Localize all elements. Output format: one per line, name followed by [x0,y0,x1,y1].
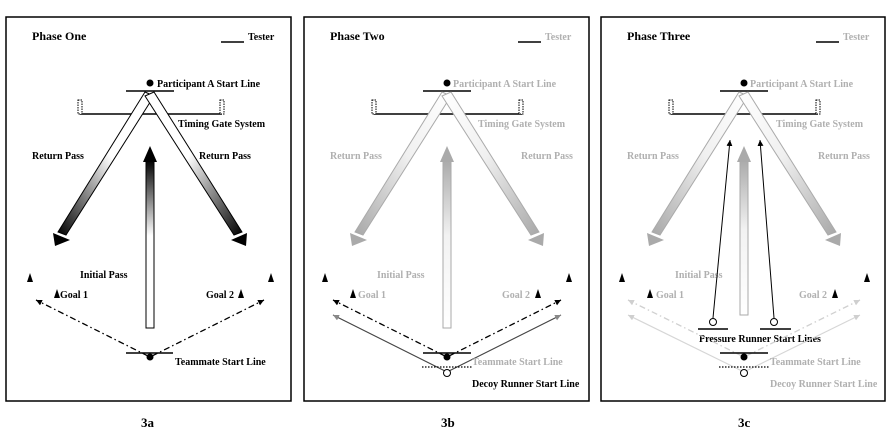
return-pass-arrow-right [738,91,837,236]
shot-line-goal-1 [35,299,149,357]
goal-2-cone [535,289,541,298]
shot-line-goal-1 [332,299,446,357]
return-pass-label-right: Return Pass [199,151,251,162]
decoy-start-label: Decoy Runner Start Line [472,379,580,390]
participant-a-marker [146,79,154,87]
pressure-runner-right-marker [770,318,778,326]
participant-a-marker [740,79,748,87]
initial-pass-label: Initial Pass [377,270,425,281]
goal-1-cone [350,289,356,298]
initial-pass-label: Initial Pass [675,270,723,281]
initial-pass-arrow [442,159,452,329]
return-pass-arrowhead-left [53,233,70,246]
start-line-label: Participant A Start Line [157,79,261,90]
decoy-start-label: Decoy Runner Start Line [770,379,878,390]
decoy-run-line-right [448,314,562,372]
teammate-marker [740,353,748,361]
teammate-start-label: Teammate Start Line [472,357,563,368]
return-pass-label-right: Return Pass [818,151,870,162]
panel-frame [5,16,292,402]
participant-a-marker [443,79,451,87]
shot-line-goal-2 [151,299,265,357]
return-pass-arrow-right [441,91,540,236]
return-pass-arrow-right [144,91,243,236]
tester-label: Tester [248,32,275,43]
return-pass-arrowhead-right [231,233,247,246]
timing-gate-post-left [77,99,83,115]
teammate-marker [443,353,451,361]
goal-2-label: Goal 2 [799,290,827,301]
return-pass-arrowhead-left [350,233,367,246]
timing-gate-post-right [518,99,524,115]
decoy-run-line-left [627,314,743,372]
cone-outer-left [322,273,328,282]
initial-pass-arrowhead [737,146,751,162]
goal-1-cone [647,289,653,298]
return-pass-arrowhead-right [528,233,544,246]
timing-gate-post-left [668,99,674,115]
return-pass-arrowhead-left [647,233,664,246]
teammate-marker [146,353,154,361]
goal-1-label: Goal 1 [656,290,684,301]
cone-outer-right [864,273,870,282]
tester-label: Tester [843,32,870,43]
return-pass-label-left: Return Pass [330,151,382,162]
panel-phase-two: Phase Two Tester Participant A Start Lin… [303,16,590,402]
timing-gate-label: Timing Gate System [178,119,266,130]
pressure-run-line-right [757,139,775,319]
return-pass-label-right: Return Pass [521,151,573,162]
return-pass-arrowhead-right [825,233,841,246]
panel-title: Phase Two [330,29,385,43]
initial-pass-arrow [739,159,749,316]
timing-gate-label: Timing Gate System [776,119,864,130]
return-pass-label-left: Return Pass [627,151,679,162]
decoy-runner-marker [443,369,451,377]
return-pass-label-left: Return Pass [32,151,84,162]
pressure-run-line-left [712,139,733,319]
shot-line-goal-2 [745,299,861,357]
cone-outer-left [27,273,33,282]
timing-gate-label: Timing Gate System [478,119,566,130]
cone-outer-left [619,273,625,282]
timing-gate-post-right [219,99,225,115]
cone-outer-right [566,273,572,282]
start-line-label: Participant A Start Line [453,79,557,90]
timing-gate-post-right [815,99,821,115]
caption-3c: 3c [738,415,751,430]
pressure-runner-left-marker [709,318,717,326]
teammate-start-label: Teammate Start Line [175,357,266,368]
decoy-run-line-left [332,314,446,372]
tester-label: Tester [545,32,572,43]
caption-3b: 3b [441,415,455,430]
shot-line-goal-2 [448,299,562,357]
goal-1-label: Goal 1 [60,290,88,301]
initial-pass-arrowhead [143,146,157,162]
caption-3a: 3a [141,415,155,430]
goal-2-label: Goal 2 [206,290,234,301]
initial-pass-arrow [145,159,155,329]
timing-gate-post-left [371,99,377,115]
panel-frame [600,16,886,402]
decoy-run-line-right [745,314,861,372]
cone-outer-right [268,273,274,282]
goal-2-label: Goal 2 [502,290,530,301]
goal-2-cone [238,289,244,298]
pressure-start-label: Pressure Runner Start Lines [699,334,821,345]
panel-phase-one: Phase One Tester Participant A Start Lin… [5,16,292,402]
start-line-label: Participant A Start Line [750,79,854,90]
panel-title: Phase Three [627,29,691,43]
goal-1-cone [54,289,60,298]
goal-1-label: Goal 1 [358,290,386,301]
initial-pass-arrowhead [440,146,454,162]
shot-line-goal-1 [627,299,743,357]
teammate-start-label: Teammate Start Line [770,357,861,368]
initial-pass-label: Initial Pass [80,270,128,281]
decoy-runner-marker [740,369,748,377]
panel-frame [303,16,590,402]
panel-phase-three: Phase Three Tester Participant A Start L… [600,16,886,402]
goal-2-cone [832,289,838,298]
panel-title: Phase One [32,29,87,43]
